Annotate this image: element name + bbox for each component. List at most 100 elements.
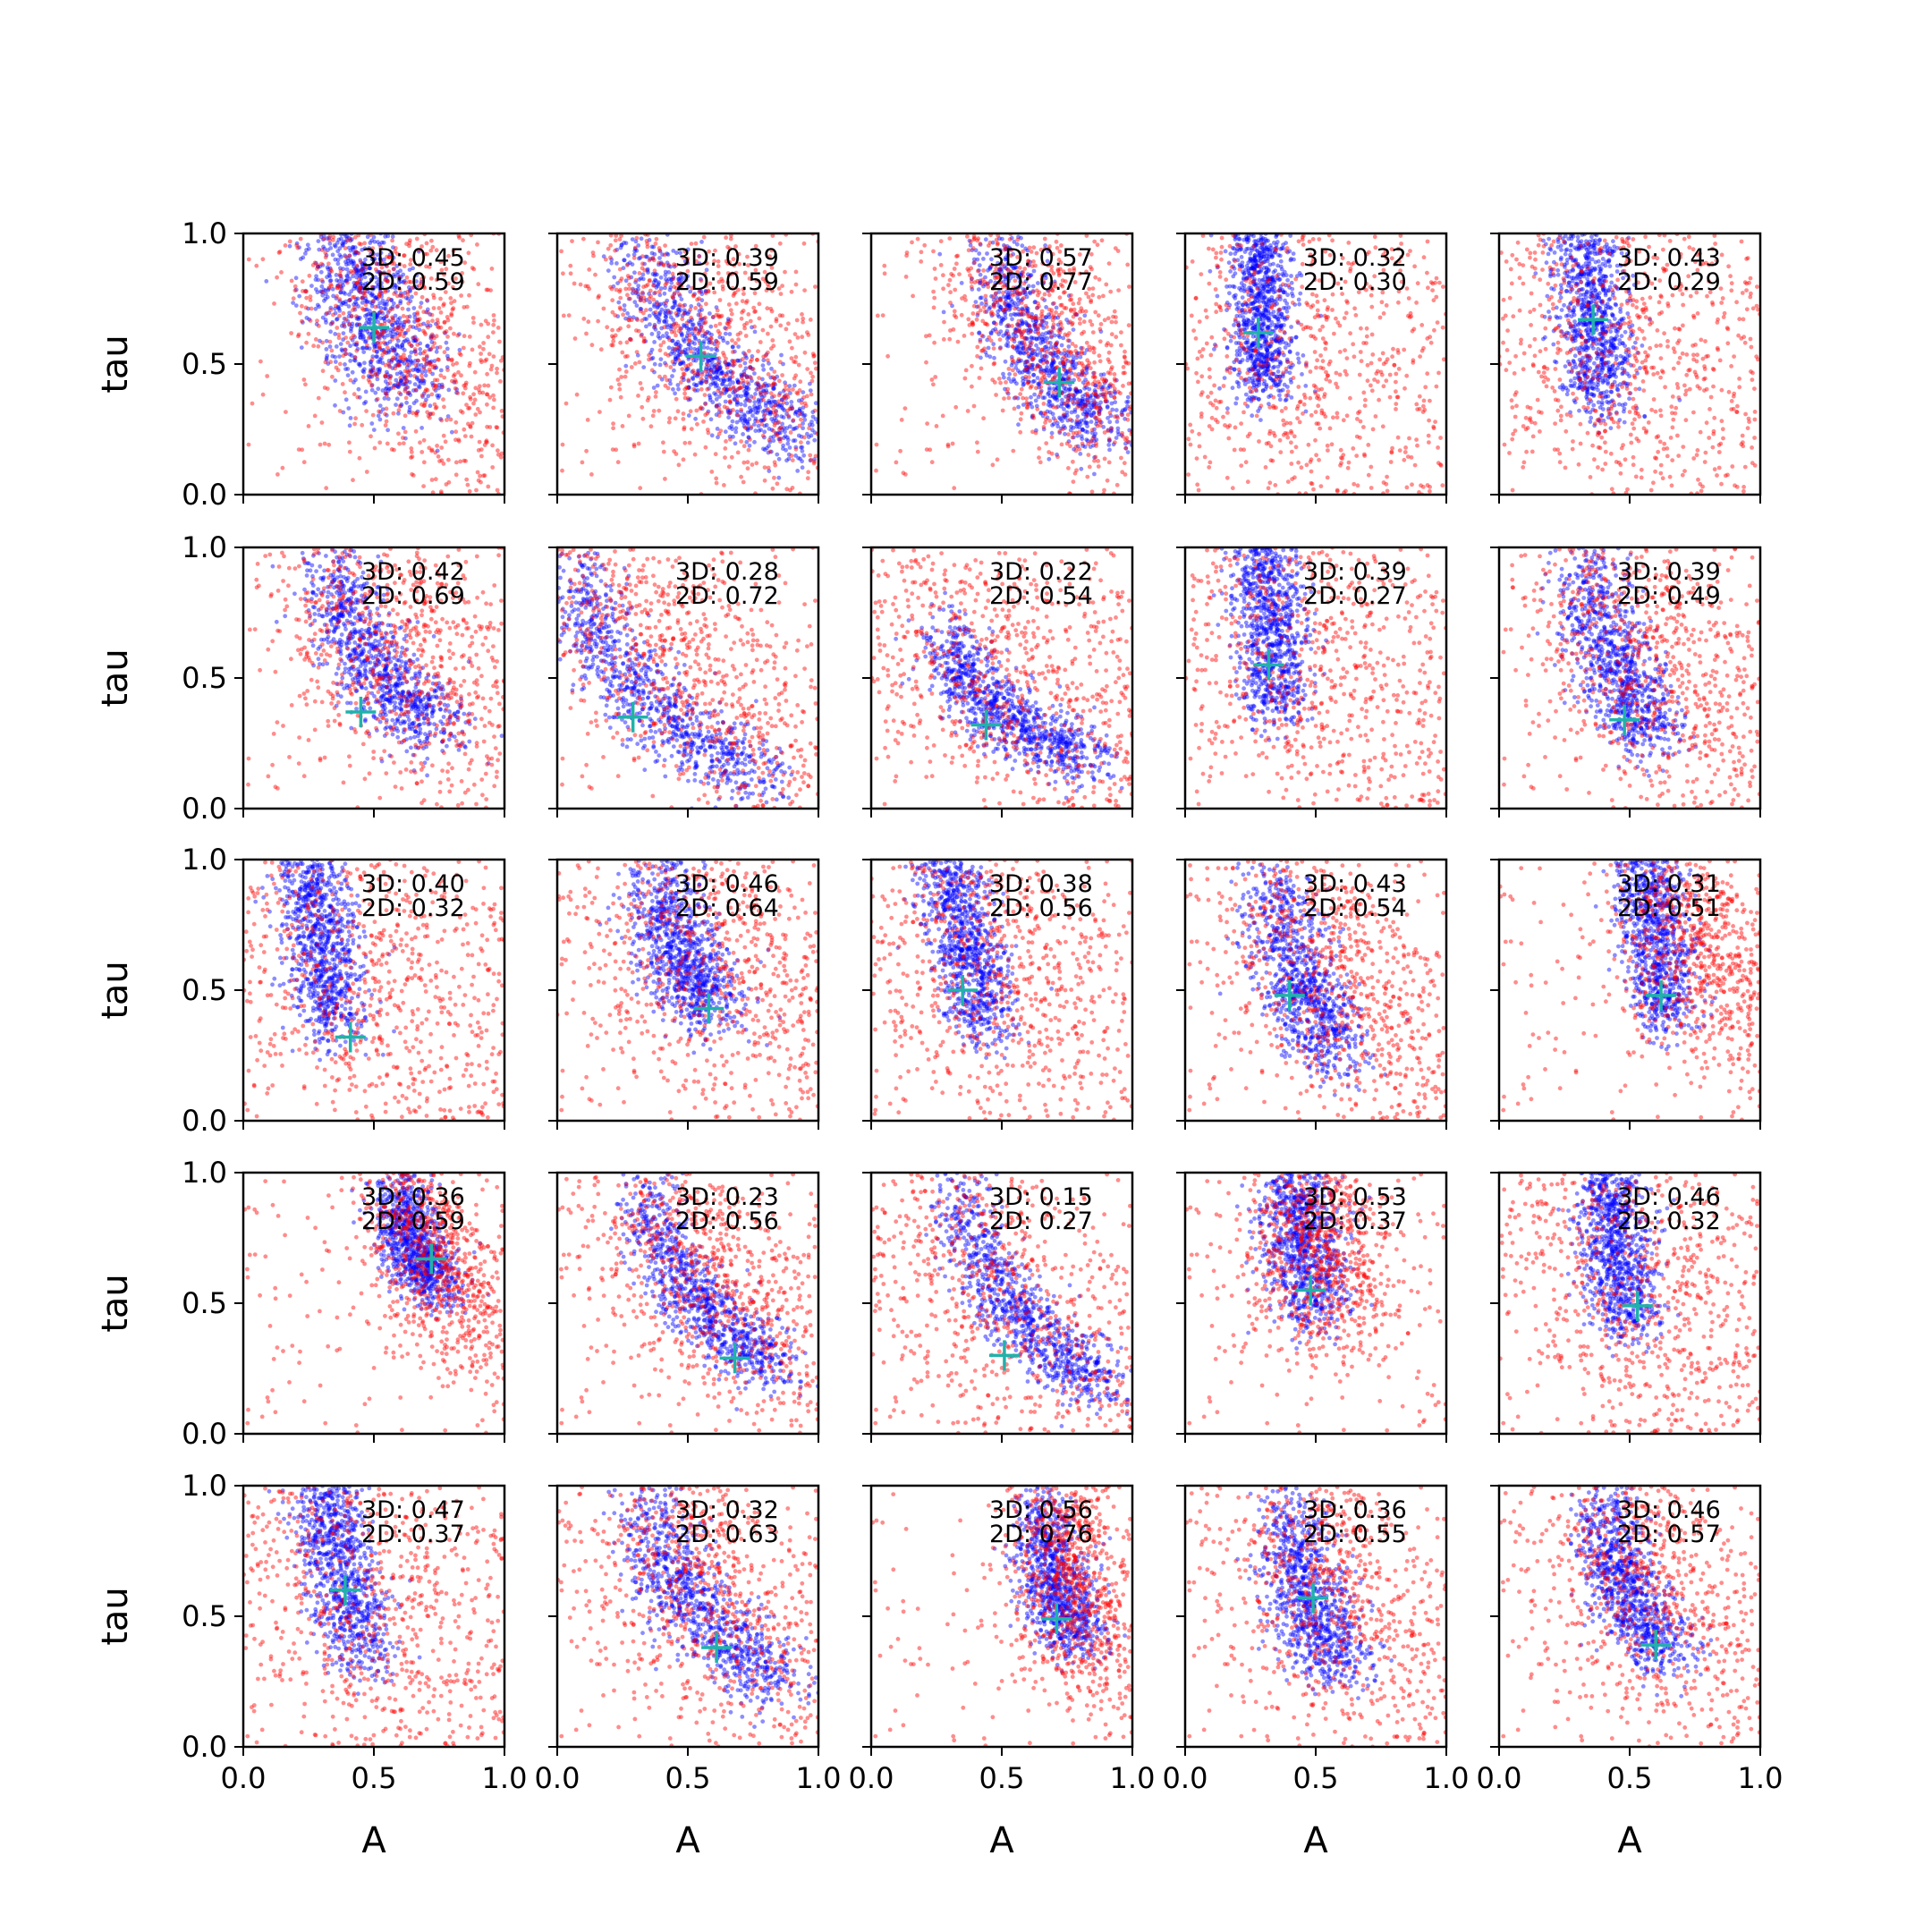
blue-point [1016,298,1021,302]
blue-point [1013,285,1019,290]
red-point [1046,307,1052,312]
blue-point [769,417,774,421]
blue-point [324,357,329,362]
blue-point [977,267,981,273]
blue-point [1023,279,1029,284]
red-point [434,383,438,388]
red-point [933,276,938,281]
red-point [799,417,803,422]
blue-point [425,298,430,303]
blue-point [392,283,397,287]
red-point [432,341,437,346]
blue-point [727,362,733,368]
blue-point [363,339,368,344]
blue-point [809,433,814,438]
red-point [419,377,425,382]
red-point [462,260,468,266]
red-point [1083,402,1089,408]
blue-point [397,363,402,368]
red-point [428,411,433,417]
red-point [704,284,709,288]
blue-point [978,295,983,301]
red-point [1111,314,1115,319]
red-point [490,465,496,470]
blue-point [722,378,726,383]
red-point [429,238,434,243]
red-point [1046,450,1052,454]
red-point [1094,405,1099,411]
red-point [625,353,630,359]
blue-point [361,350,367,354]
blue-point [999,316,1004,321]
blue-point [404,365,410,370]
blue-point [813,401,818,406]
blue-point [428,403,433,409]
blue-point [1067,377,1072,382]
red-point [419,244,424,249]
blue-point [668,284,674,290]
red-point [727,260,733,265]
red-point [265,374,270,378]
red-point [952,267,957,271]
blue-point [744,355,749,360]
red-point [1000,290,1005,295]
blue-point [1087,402,1091,408]
blue-point [717,366,722,371]
blue-point [411,368,416,372]
blue-point [378,289,383,294]
blue-point [367,320,371,325]
red-point [629,318,634,323]
red-point [767,254,772,259]
blue-point [403,381,409,386]
blue-point [724,362,729,368]
blue-point [753,410,758,415]
red-point [382,340,386,345]
blue-point [1074,424,1080,429]
blue-point [771,386,775,392]
blue-point [1009,363,1014,368]
blue-point [419,301,424,306]
blue-point [647,238,652,242]
blue-point [341,290,346,295]
blue-point [1078,421,1083,427]
blue-point [1083,420,1088,426]
red-point [648,293,653,299]
red-point [424,264,428,269]
red-point [329,269,335,274]
blue-point [1036,326,1040,332]
blue-point [800,465,805,470]
blue-point [379,240,385,245]
blue-point [428,323,433,328]
red-point [352,421,357,427]
blue-point [318,289,323,294]
blue-point [686,386,691,391]
blue-point [1091,434,1097,439]
red-point [786,413,791,419]
blue-point [1045,369,1050,373]
blue-point [1064,403,1070,408]
blue-point [415,377,419,381]
blue-point [746,435,751,440]
red-point [670,295,675,301]
red-point [1085,394,1090,398]
blue-point [644,317,649,321]
blue-point [1127,428,1132,433]
red-point [948,290,953,295]
blue-point [352,280,357,285]
blue-point [1041,427,1046,432]
red-point [709,340,715,345]
blue-point [375,354,379,359]
red-point [437,344,443,350]
red-point [788,487,792,493]
red-point [468,425,473,429]
blue-point [1092,434,1097,439]
blue-point [1015,359,1021,364]
blue-point [377,309,383,315]
annotation-3d: 3D: 0.39 [675,244,779,272]
blue-point [386,273,392,277]
red-point [417,262,422,267]
blue-point [341,410,346,415]
blue-point [997,267,1003,273]
red-point [719,276,724,282]
red-point [1018,291,1023,296]
